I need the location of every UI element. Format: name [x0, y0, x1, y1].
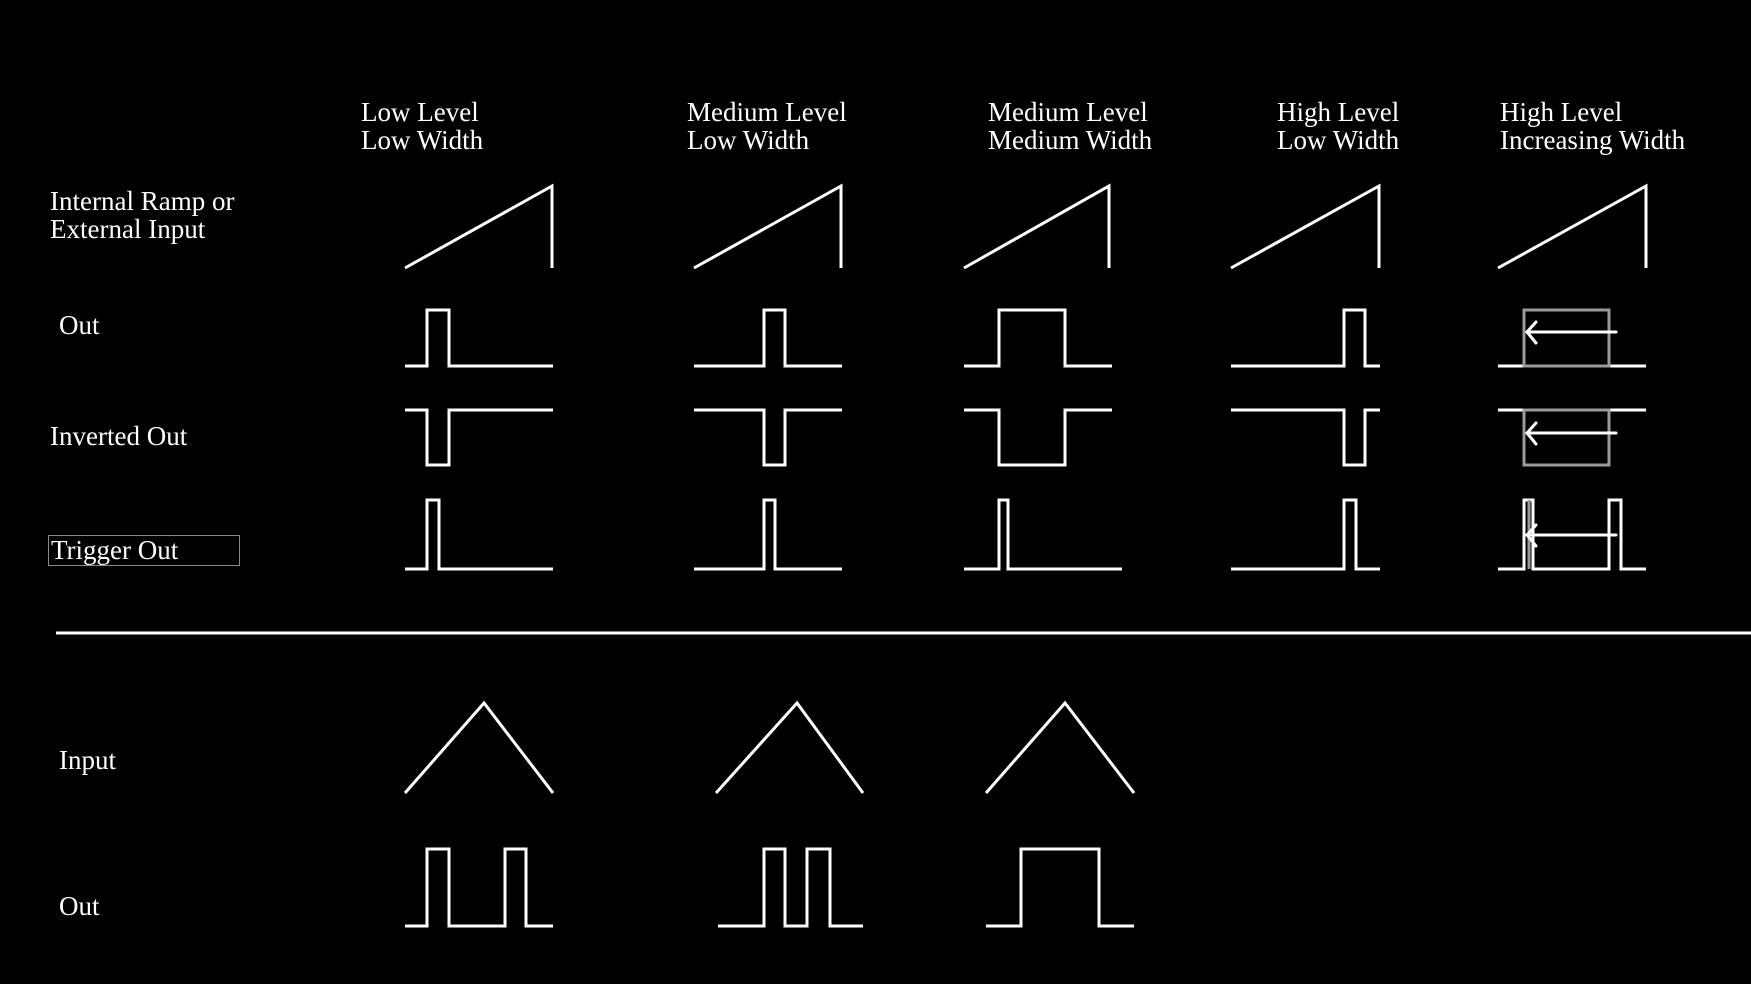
- ramp-waveform-icon: [693, 183, 843, 270]
- width-overlay-rect: [1522, 408, 1611, 467]
- column-header-line: Medium Level: [687, 97, 847, 127]
- left-arrow-icon: [1525, 320, 1618, 345]
- left-arrow-icon: [1525, 421, 1618, 446]
- column-header-line: High Level: [1500, 97, 1623, 127]
- ramp-waveform-icon: [1497, 183, 1648, 270]
- inverted-pulse-waveform-icon: [1498, 408, 1646, 467]
- column-header-line: Medium Width: [988, 125, 1153, 155]
- inverted-pulse-waveform-icon: [1231, 408, 1380, 467]
- trigger-waveform-icon: [1231, 498, 1380, 571]
- pulse-waveform-icon: [405, 847, 553, 928]
- pulse-waveform-icon: [1498, 308, 1646, 368]
- column-header-1: Low Level Low Width: [361, 98, 483, 154]
- pulse-waveform-icon: [694, 308, 842, 368]
- column-header-4: High Level Low Width: [1277, 98, 1399, 154]
- pulse-waveform-icon: [986, 847, 1134, 928]
- ramp-waveform-icon: [404, 183, 554, 270]
- ramp-waveform-icon: [1230, 183, 1381, 270]
- column-header-line: Low Width: [687, 125, 810, 155]
- row-label-line: External Input: [50, 214, 206, 244]
- pulse-waveform-icon: [405, 308, 553, 368]
- trigger-waveform-icon: [694, 498, 842, 571]
- row-label-ramp: Internal Ramp or External Input: [50, 187, 234, 243]
- inverted-pulse-waveform-icon: [405, 408, 553, 467]
- trigger-waveform-icon: [405, 498, 553, 571]
- row-label-inverted-out: Inverted Out: [50, 421, 188, 451]
- inverted-pulse-waveform-icon: [964, 408, 1112, 467]
- column-header-3: Medium Level Medium Width: [988, 98, 1152, 154]
- triangle-waveform-icon: [403, 700, 555, 794]
- width-overlay-rect: [1522, 308, 1611, 368]
- trigger-waveform-icon: [1498, 498, 1646, 571]
- triangle-waveform-icon: [714, 700, 865, 795]
- column-header-line: Low Level: [361, 97, 479, 127]
- column-header-line: Medium Level: [988, 97, 1148, 127]
- left-arrow-icon: [1525, 523, 1618, 548]
- triangle-waveform-icon: [984, 700, 1136, 794]
- row-label-out-2: Out: [59, 891, 100, 921]
- row-label-trigger-out: Trigger Out: [48, 535, 240, 566]
- column-header-line: Low Width: [1277, 125, 1400, 155]
- column-header-line: Low Width: [361, 125, 484, 155]
- column-header-2: Medium Level Low Width: [687, 98, 847, 154]
- column-header-line: Increasing Width: [1500, 125, 1686, 155]
- ramp-waveform-icon: [963, 183, 1111, 270]
- row-label-line: Internal Ramp or: [50, 186, 235, 216]
- column-header-5: High Level Increasing Width: [1500, 98, 1685, 154]
- column-header-line: High Level: [1277, 97, 1400, 127]
- row-label-input: Input: [59, 745, 116, 775]
- pulse-waveform-icon: [1231, 308, 1380, 368]
- row-label-out: Out: [59, 310, 100, 340]
- pulse-waveform-icon: [718, 847, 863, 928]
- pulse-waveform-icon: [964, 308, 1112, 368]
- trigger-waveform-icon: [964, 498, 1122, 571]
- inverted-pulse-waveform-icon: [694, 408, 842, 467]
